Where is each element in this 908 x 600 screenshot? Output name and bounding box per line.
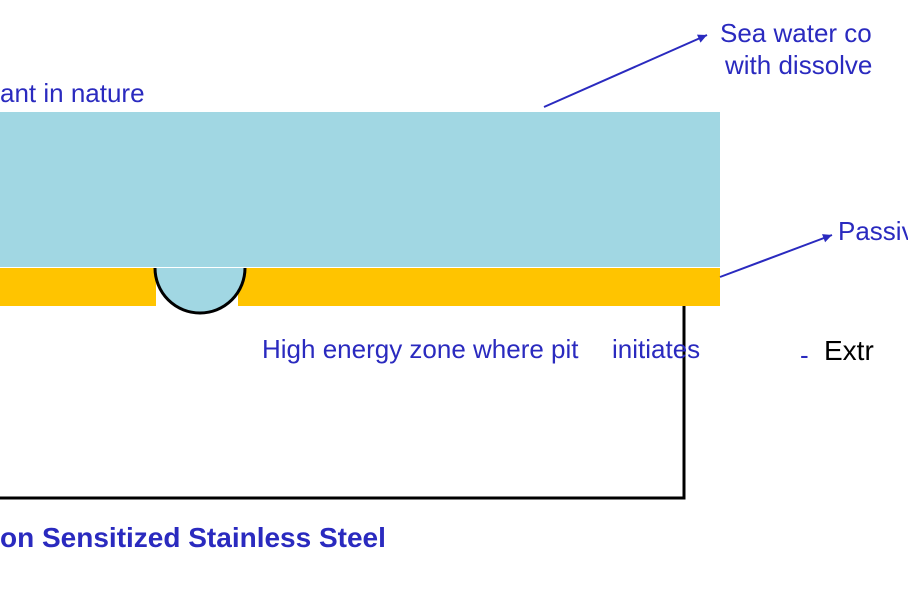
passive-layer-right [238, 268, 720, 306]
label-high-energy-right: initiates [612, 334, 700, 365]
label-dash: - [800, 340, 809, 371]
passive-layer-left [0, 268, 156, 306]
diagram-title: on Sensitized Stainless Steel [0, 522, 386, 554]
label-sea-water-line1: Sea water co [720, 18, 872, 49]
diagram-stage: ant in nature Sea water co with dissolve… [0, 0, 908, 600]
arrow-passive [720, 234, 832, 277]
sea-water-layer [0, 112, 720, 267]
arrow-sea-water [544, 35, 707, 107]
pit-shape [155, 268, 245, 313]
label-sea-water-line2: with dissolve [725, 50, 872, 81]
label-passive: Passiv [838, 216, 908, 247]
label-stagnant-fragment: ant in nature [0, 78, 145, 109]
label-high-energy-left: High energy zone where pit [262, 334, 579, 365]
label-extr: Extr [824, 335, 874, 367]
